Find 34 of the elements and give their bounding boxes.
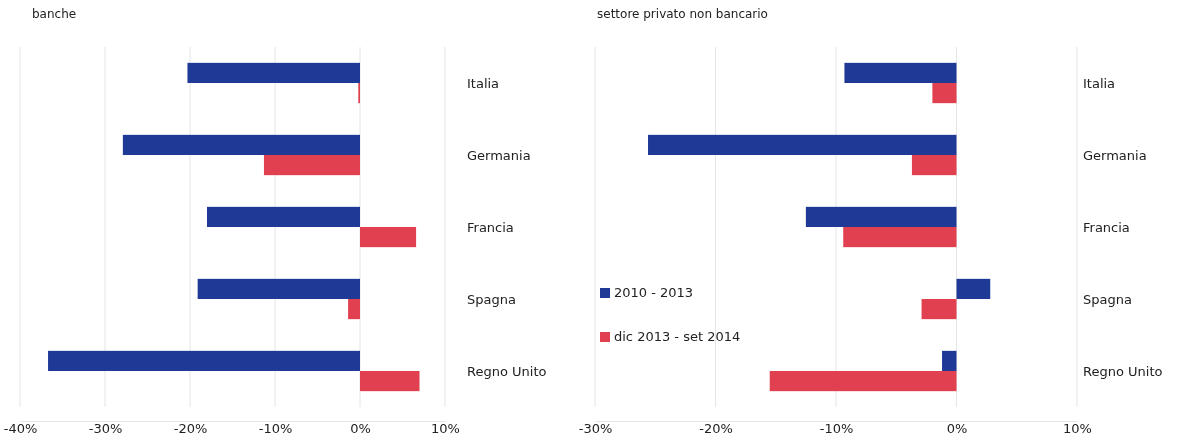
- legend-label: dic 2013 - set 2014: [614, 329, 741, 344]
- bar: [360, 227, 417, 248]
- y-tick-label: Germania: [1083, 148, 1147, 163]
- y-tick-label: Regno Unito: [467, 364, 547, 379]
- y-tick-label: Francia: [467, 220, 514, 235]
- x-tick-label: 10%: [431, 421, 460, 437]
- bar: [197, 278, 360, 299]
- bar: [122, 134, 360, 155]
- x-tick-label: -40%: [3, 421, 38, 437]
- y-tick-label: Italia: [1083, 76, 1116, 91]
- x-tick-label: -10%: [819, 421, 854, 437]
- x-tick-label: 0%: [946, 421, 968, 437]
- x-tick-label: -20%: [173, 421, 208, 437]
- bar: [360, 371, 420, 392]
- bar: [207, 206, 360, 227]
- y-tick-label: Germania: [467, 148, 531, 163]
- x-tick-label: -20%: [699, 421, 733, 437]
- x-tick-label: -30%: [88, 421, 123, 437]
- legend-label: 2010 - 2013: [614, 285, 694, 300]
- bar: [187, 62, 360, 83]
- y-tick-label: Regno Unito: [1083, 364, 1163, 379]
- y-tick-label: Spagna: [1083, 292, 1132, 307]
- chart-title: banche: [32, 7, 77, 21]
- x-tick-label: -30%: [578, 421, 613, 437]
- y-tick-label: Italia: [467, 76, 500, 91]
- x-tick-label: 0%: [350, 421, 371, 437]
- chart-title: settore privato non bancario: [597, 7, 768, 21]
- bar: [263, 155, 360, 176]
- bar: [348, 299, 360, 320]
- y-tick-label: Spagna: [467, 292, 516, 307]
- x-tick-label: -10%: [258, 421, 293, 437]
- x-tick-label: 10%: [1063, 421, 1092, 437]
- bar: [48, 350, 360, 371]
- y-tick-label: Francia: [1083, 220, 1130, 235]
